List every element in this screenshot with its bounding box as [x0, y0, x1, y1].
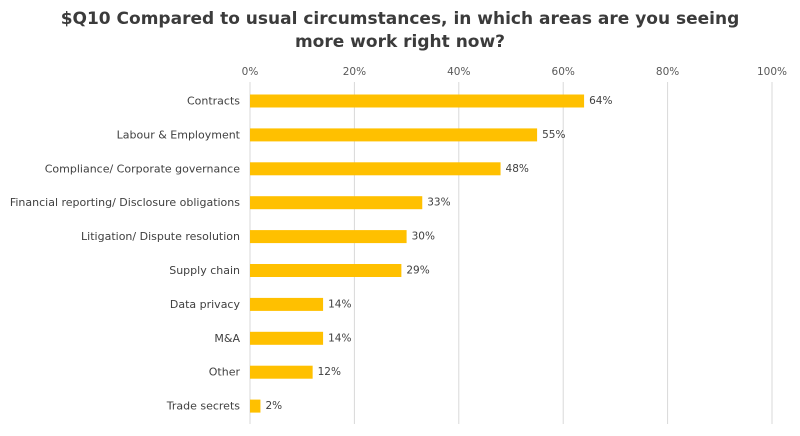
- bar: [250, 264, 402, 277]
- x-tick-label-100: 100%: [757, 66, 787, 78]
- category-label: M&A: [214, 332, 240, 345]
- data-label: 14%: [328, 332, 351, 344]
- category-label: Litigation/ Dispute resolution: [81, 230, 240, 243]
- data-label: 33%: [427, 197, 450, 209]
- data-label: 29%: [406, 265, 429, 277]
- bar: [250, 399, 261, 413]
- bar: [250, 128, 538, 142]
- x-axis-tick-labels: 0% 20% 40% 60% 80% 100%: [242, 66, 787, 78]
- data-label: 12%: [318, 366, 341, 378]
- category-label: Compliance/ Corporate governance: [45, 162, 240, 175]
- category-label: Data privacy: [170, 298, 241, 311]
- category-label: Supply chain: [169, 264, 240, 277]
- category-labels: Contracts Labour & Employment Compliance/ …: [10, 95, 241, 413]
- x-tick-label-20: 20%: [343, 66, 366, 78]
- data-label: 55%: [542, 129, 565, 141]
- chart-title-line-2: more work right now?: [294, 32, 506, 52]
- category-label: Financial reporting/ Disclosure obligati…: [10, 196, 240, 209]
- category-label: Contracts: [187, 95, 240, 108]
- x-tick-label-60: 60%: [552, 66, 575, 78]
- bar: [250, 196, 423, 210]
- bar: [250, 230, 407, 244]
- data-label: 64%: [589, 95, 612, 107]
- data-labels: 64% 55% 48% 33% 30% 29% 14% 14% 12% 2%: [265, 95, 612, 412]
- bars: [250, 94, 585, 413]
- chart-title-line-1: $Q10 Compared to usual circumstances, in…: [60, 9, 740, 29]
- bar: [250, 297, 324, 311]
- data-label: 30%: [412, 231, 435, 243]
- data-label: 2%: [265, 400, 282, 412]
- bar: [250, 162, 501, 176]
- category-label: Other: [209, 366, 241, 379]
- bar: [250, 94, 585, 108]
- bar: [250, 365, 313, 379]
- category-label: Trade secrets: [166, 400, 241, 413]
- x-tick-label-0: 0%: [242, 66, 259, 78]
- bar: [250, 331, 324, 345]
- chart-title: $Q10 Compared to usual circumstances, in…: [0, 8, 800, 54]
- x-tick-label-40: 40%: [447, 66, 470, 78]
- data-label: 14%: [328, 298, 351, 310]
- x-tick-label-80: 80%: [656, 66, 679, 78]
- category-label: Labour & Employment: [117, 128, 241, 141]
- data-label: 48%: [506, 163, 529, 175]
